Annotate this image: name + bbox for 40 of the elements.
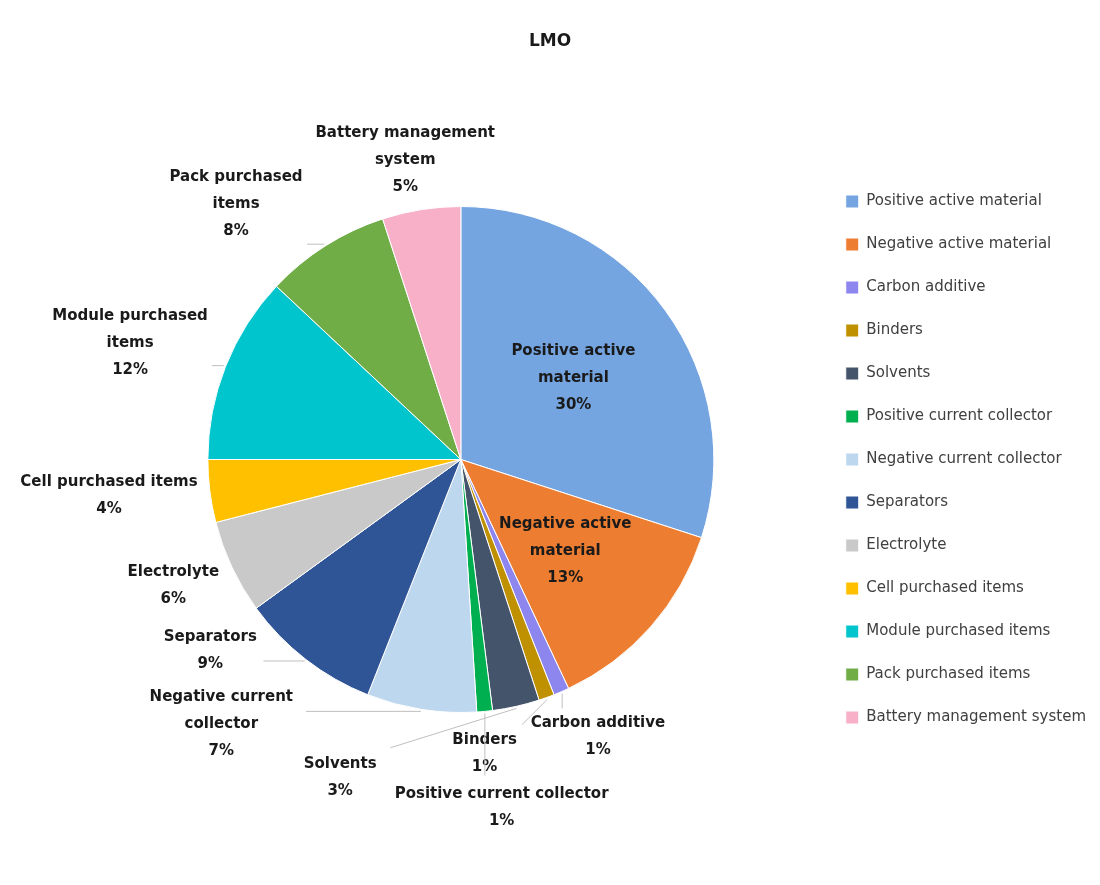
slice-label: Binders	[452, 730, 517, 749]
data-label: 5%	[392, 176, 418, 195]
data-label: 1%	[585, 740, 611, 759]
slice-label: Negative active material	[499, 514, 632, 560]
data-label: 30%	[555, 394, 592, 413]
legend-label: Positive current collector	[866, 406, 1053, 425]
legend-label: Solvents	[866, 363, 931, 382]
data-label: 12%	[112, 360, 149, 379]
slice-label: Separators	[163, 626, 257, 645]
slice-label: Cell purchased items	[20, 472, 198, 491]
slice-label: Carbon additive	[530, 713, 666, 732]
legend-label: Separators	[866, 492, 949, 511]
legend-label: Binders	[866, 320, 924, 339]
slice-label: Negative current collector	[149, 686, 294, 732]
slice-label: Pack purchased items	[169, 167, 303, 213]
slice-label: Positive active material	[511, 340, 636, 386]
legend-label: Module purchased items	[866, 621, 1051, 640]
data-label: 1%	[471, 757, 498, 776]
data-label: 4%	[96, 499, 122, 518]
legend-label: Negative current collector	[866, 449, 1063, 468]
data-label: 9%	[197, 653, 224, 672]
chart-title: LMO	[528, 30, 572, 51]
data-label: 8%	[223, 221, 249, 240]
legend-label: Carbon additive	[866, 277, 986, 296]
legend-label: Negative active material	[866, 234, 1052, 253]
data-label: 13%	[547, 568, 584, 587]
data-label: 1%	[488, 811, 515, 830]
slice-label: Solvents	[303, 754, 377, 773]
slice-label: Positive current collector	[394, 784, 610, 803]
legend-label: Pack purchased items	[866, 664, 1031, 683]
legend-label: Positive active material	[866, 191, 1042, 210]
data-label: 6%	[160, 588, 187, 607]
data-label: 3%	[327, 781, 353, 800]
slice-label: Module purchased items	[52, 306, 208, 352]
slice-label: Battery management system	[315, 122, 496, 168]
legend-label: Electrolyte	[866, 535, 947, 554]
legend-label: Battery management system	[866, 707, 1086, 726]
legend-label: Cell purchased items	[866, 578, 1025, 597]
data-label: 7%	[208, 740, 235, 759]
slice-label: Electrolyte	[127, 561, 220, 580]
